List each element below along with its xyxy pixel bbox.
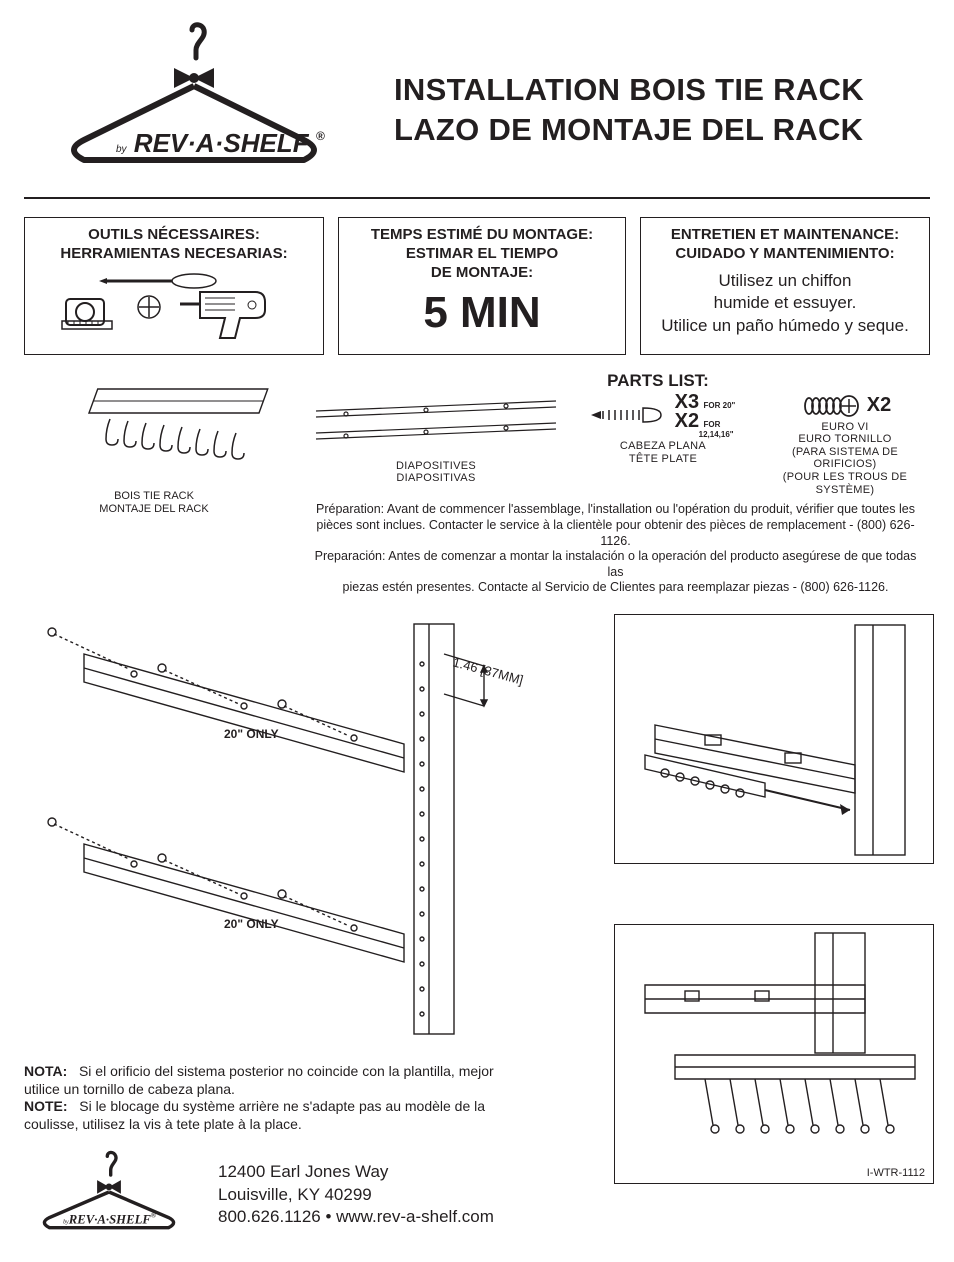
flathead-qty1-note: FOR 20" [704,401,736,410]
care-body-3: Utilice un paño húmedo y seque. [651,315,919,338]
parts-list: BOIS TIE RACK MONTAJE DEL RACK PARTS LIS… [24,369,930,615]
prep-fr-1: Préparation: Avant de commencer l'assemb… [306,502,925,518]
care-body-1: Utilisez un chiffon [651,270,919,293]
page-header: by REV·A·SHELF ® INSTALLATION BOIS TIE R… [24,20,930,185]
only20-upper: 20" ONLY [224,727,279,741]
tools-head-1: OUTILS NÉCESSAIRES: [35,226,313,245]
flathead-qty2-note: FOR [704,420,721,429]
only20-lower: 20" ONLY [224,917,279,931]
euro-screw-icon [799,393,861,419]
tools-box: OUTILS NÉCESSAIRES: HERRAMIENTAS NECESAR… [24,217,324,355]
diagrams: 20" ONLY 20" ONLY 1.46 [37MM] NOTA: Si e… [24,614,930,1242]
time-value: 5 MIN [349,288,615,338]
brand-name: REV·A·SHELF [134,128,310,158]
flathead-cap-1: CABEZA PLANA [588,440,738,453]
slides-icon [306,393,566,453]
footer-addr-2: Louisville, KY 40299 [218,1184,494,1206]
phillips-icon [136,294,162,320]
diagram-right-bottom: I-WTR-1112 [614,924,934,1184]
care-head-2: CUIDADO Y MANTENIMIENTO: [651,245,919,264]
flathead-qty2-note2: 12,14,16" [699,431,736,439]
dimension-label: 1.46 [37MM] [451,655,525,688]
care-box: ENTRETIEN ET MAINTENANCE: CUIDADO Y MANT… [640,217,930,355]
notes-block: NOTA: Si el orificio del sistema posteri… [24,1063,584,1133]
note-label: NOTE: [24,1098,68,1114]
doc-code: I-WTR-1112 [867,1167,925,1179]
note-text-2: coulisse, utilisez la vis à tete plate à… [24,1116,584,1134]
diagram-right-top [614,614,934,864]
footer: byREV·A·SHELF® 12400 Earl Jones Way Loui… [24,1147,594,1242]
flathead-screw-icon [591,401,671,429]
tie-rack-icon [35,369,295,489]
note-text-1: Si le blocage du système arrière ne s'ad… [79,1098,485,1114]
parts-title: PARTS LIST: [386,371,930,391]
screwdriver-icon [99,270,219,292]
brand-by: by [116,144,128,155]
brand-reg: ® [316,129,325,143]
header-rule [24,197,930,199]
footer-logo: byREV·A·SHELF® [24,1147,194,1242]
info-boxes: OUTILS NÉCESSAIRES: HERRAMIENTAS NECESAR… [24,217,930,355]
svg-text:byREV·A·SHELF®: byREV·A·SHELF® [63,1213,156,1227]
prep-es-2: piezas estén presentes. Contacte al Serv… [306,580,925,596]
title-line-2: LAZO DE MONTAJE DEL RACK [394,110,930,150]
diagram-left: 20" ONLY 20" ONLY 1.46 [37MM] [24,614,594,1044]
slides-cap-1: DIAPOSITIVES [306,460,566,473]
tools-head-2: HERRAMIENTAS NECESARIAS: [35,245,313,264]
time-head-2: ESTIMAR EL TIEMPO [349,245,615,264]
nota-text-1: Si el orificio del sistema posterior no … [79,1063,494,1079]
prep-fr-2: pièces sont inclues. Contacter le servic… [306,518,925,549]
euro-cap-3: (PARA SISTEMA DE ORIFICIOS) [760,446,930,471]
flathead-cap-2: TÊTE PLATE [588,453,738,466]
care-head-1: ENTRETIEN ET MAINTENANCE: [651,226,919,245]
time-head-3: DE MONTAJE: [349,264,615,283]
care-body-2: humide et essuyer. [651,292,919,315]
rack-cap-2: MONTAJE DEL RACK [24,503,284,516]
time-box: TEMPS ESTIMÉ DU MONTAGE: ESTIMAR EL TIEM… [338,217,626,355]
euro-cap-4: (POUR LES TROUS DE SYSTÈME) [760,471,930,496]
logo-svg: by REV·A·SHELF ® [44,20,344,180]
page-title: INSTALLATION BOIS TIE RACK LAZO DE MONTA… [394,20,930,151]
nota-label: NOTA: [24,1063,67,1079]
nota-text-2: utilice un tornillo de cabeza plana. [24,1081,584,1099]
rack-cap-1: BOIS TIE RACK [24,490,284,503]
slides-cap-2: DIAPOSITIVAS [306,472,566,485]
title-line-1: INSTALLATION BOIS TIE RACK [394,70,930,110]
euro-qty: X2 [867,394,891,417]
brand-logo: by REV·A·SHELF ® [24,20,364,185]
footer-addr-3: 800.626.1126 • www.rev-a-shelf.com [218,1206,494,1228]
svg-text:by REV·A·SHELF: by REV·A·SHELF ® [116,128,325,158]
footer-addr-1: 12400 Earl Jones Way [218,1161,494,1183]
flathead-qty2: X2 [675,410,699,432]
euro-cap-2: EURO TORNILLO [760,433,930,446]
time-head-1: TEMPS ESTIMÉ DU MONTAGE: [349,226,615,245]
prep-es-1: Preparación: Antes de comenzar a montar … [306,549,925,580]
euro-cap-1: EURO VI [760,421,930,434]
